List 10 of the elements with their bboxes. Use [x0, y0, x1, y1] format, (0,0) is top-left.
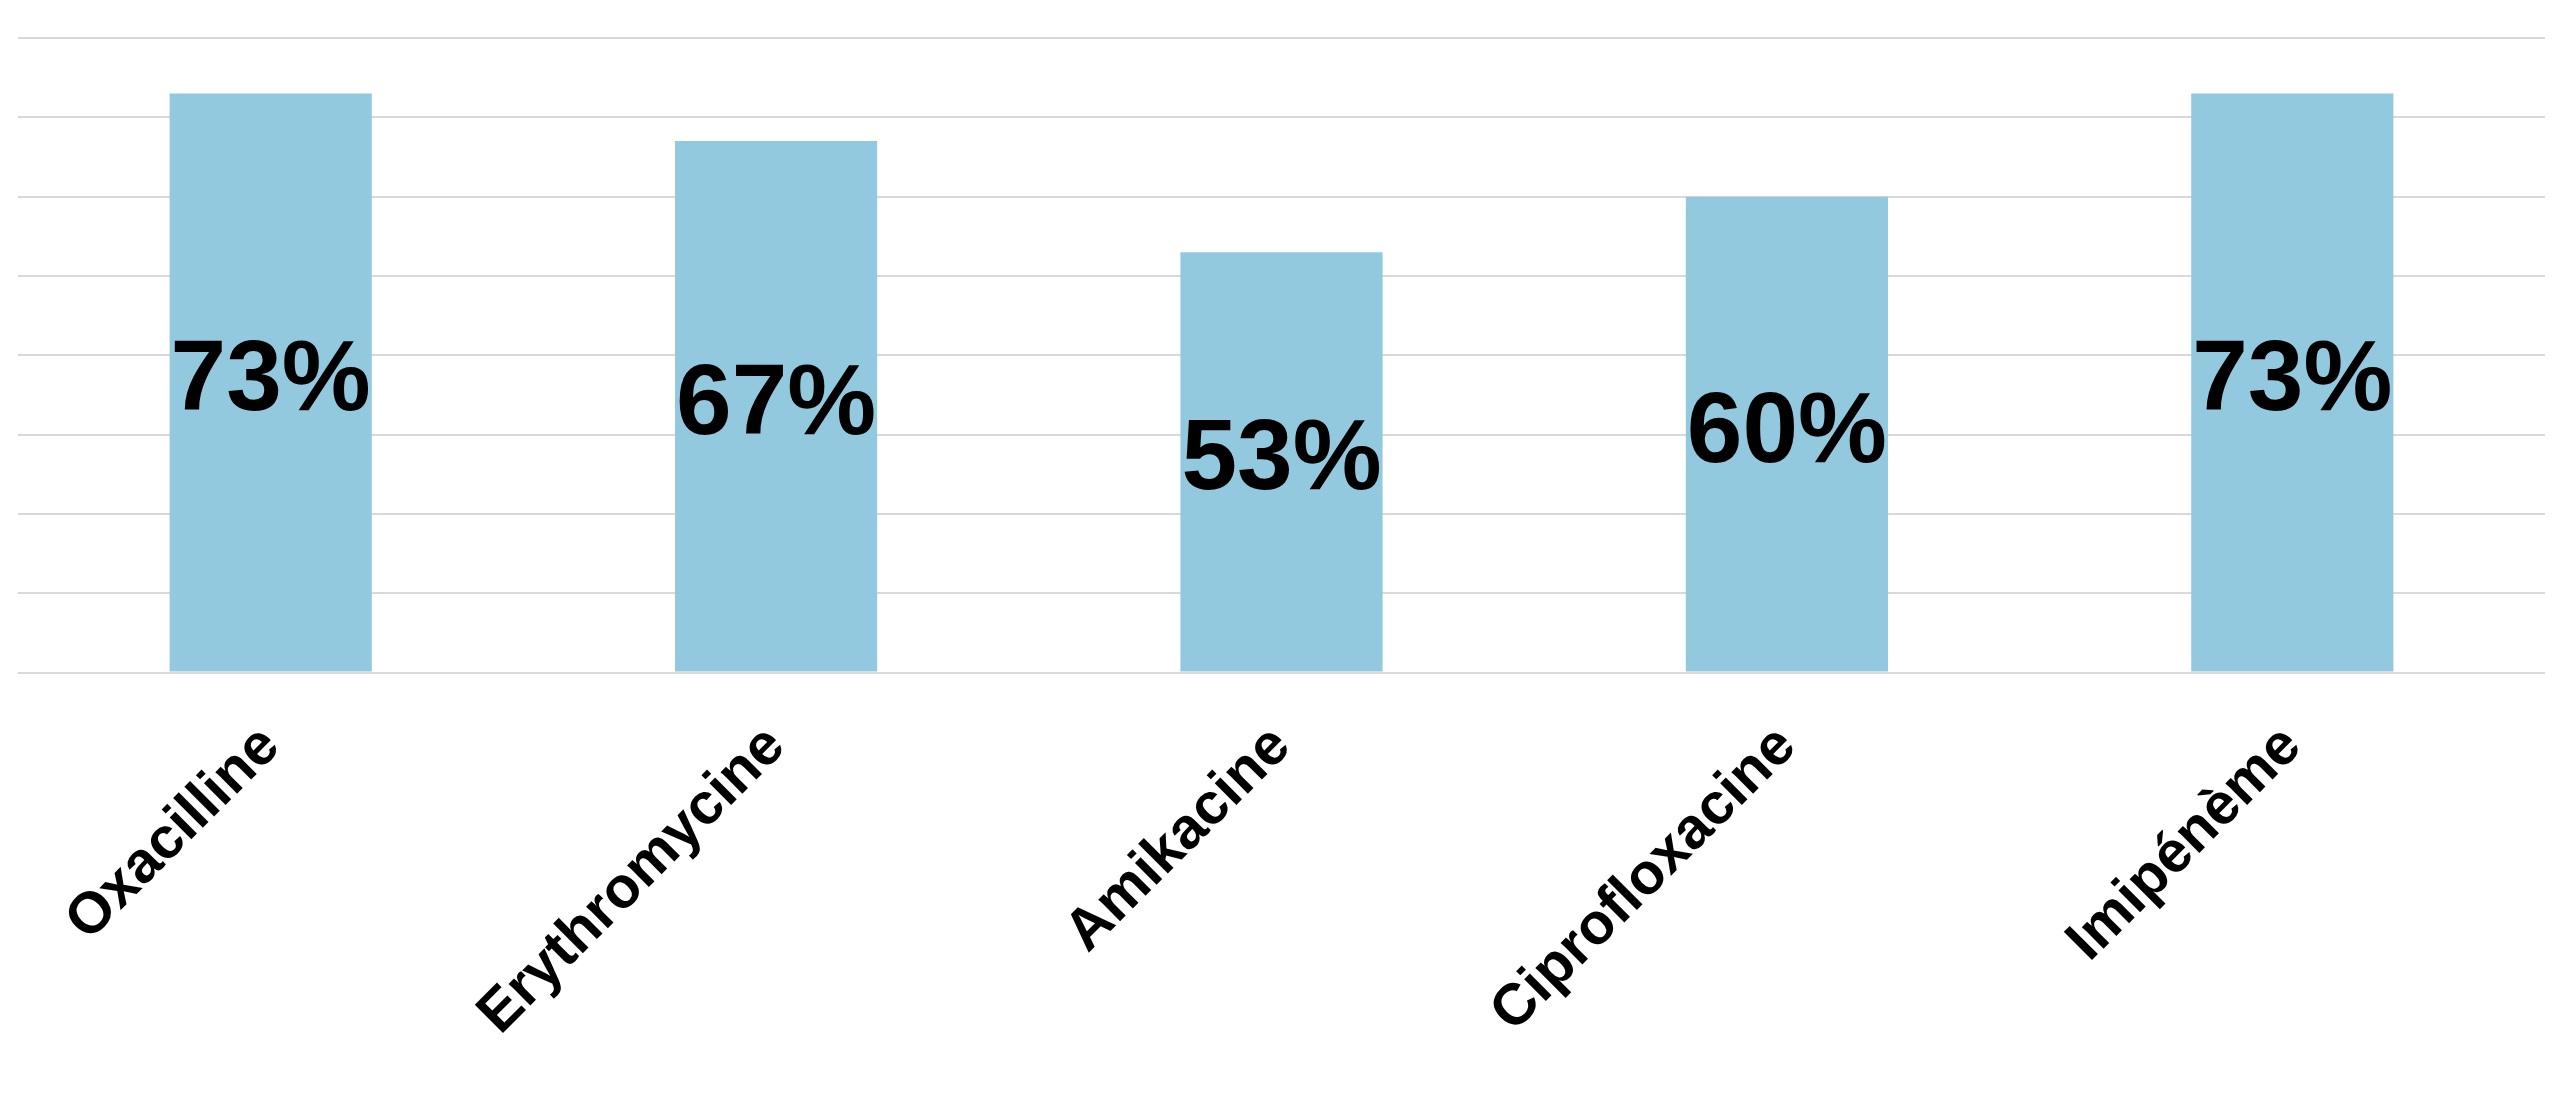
- bar: [2191, 93, 2394, 672]
- bar: [1685, 196, 1888, 672]
- data-label: 67%: [676, 342, 877, 455]
- data-label: 73%: [170, 319, 371, 432]
- data-label: 60%: [1686, 370, 1887, 483]
- bar: [1180, 252, 1383, 672]
- bar: [169, 93, 372, 672]
- bar: [675, 141, 878, 672]
- data-label: 73%: [2192, 319, 2393, 432]
- data-label: 53%: [1181, 398, 1382, 511]
